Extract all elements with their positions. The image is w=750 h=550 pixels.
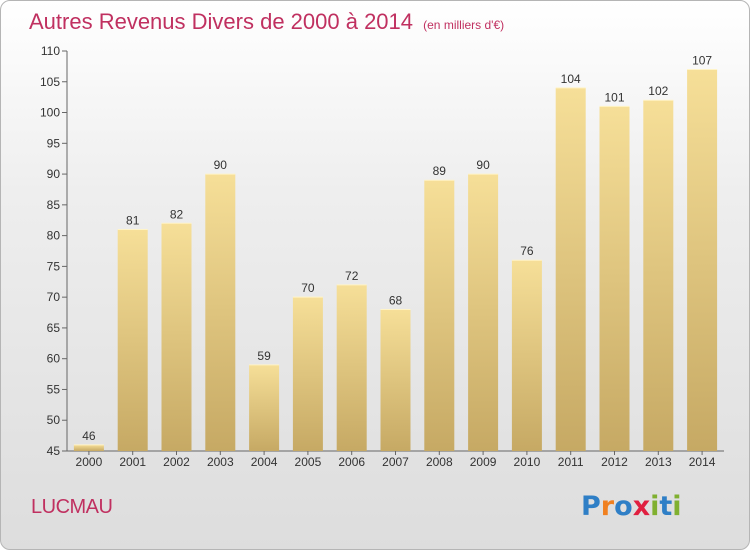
bar xyxy=(292,297,323,451)
bar xyxy=(599,106,630,451)
chart-title: Autres Revenus Divers de 2000 à 2014 (en… xyxy=(29,9,504,35)
y-axis-tick-label: 70 xyxy=(47,290,61,304)
bar xyxy=(511,260,542,451)
commune-name: LUCMAU xyxy=(31,496,113,518)
bar-value-label: 89 xyxy=(433,164,447,178)
x-axis-tick-label: 2002 xyxy=(163,455,190,469)
x-axis-tick-label: 2004 xyxy=(251,455,278,469)
bar-value-label: 46 xyxy=(82,429,96,443)
proxiti-logo[interactable]: Proxiti xyxy=(581,491,682,522)
x-axis-tick-label: 2010 xyxy=(514,455,541,469)
bar-value-label: 70 xyxy=(301,281,315,295)
x-axis-tick-label: 2013 xyxy=(645,455,672,469)
logo-letter: P xyxy=(581,491,601,522)
y-axis-tick-label: 60 xyxy=(47,352,61,366)
bar xyxy=(117,229,148,451)
bar-value-label: 90 xyxy=(476,158,490,172)
y-axis-tick-label: 105 xyxy=(40,75,60,89)
bar-value-label: 90 xyxy=(214,158,228,172)
bar-value-label: 101 xyxy=(604,90,624,104)
x-axis-tick-label: 2014 xyxy=(689,455,716,469)
x-axis-tick-label: 2001 xyxy=(119,455,146,469)
bar-value-label: 76 xyxy=(520,244,534,258)
x-axis-tick-label: 2008 xyxy=(426,455,453,469)
bar-value-label: 82 xyxy=(170,207,184,221)
bar xyxy=(424,180,455,451)
logo-letter: x xyxy=(632,491,651,522)
bar xyxy=(73,444,104,451)
bar xyxy=(205,174,236,452)
x-axis-tick-label: 2009 xyxy=(470,455,497,469)
bar-value-label: 72 xyxy=(345,269,359,283)
y-axis-tick-label: 55 xyxy=(47,382,61,396)
x-axis-tick-label: 2012 xyxy=(601,455,628,469)
x-axis-tick-label: 2011 xyxy=(558,455,584,469)
x-axis-tick-label: 2003 xyxy=(207,455,234,469)
x-axis-tick-label: 2005 xyxy=(295,455,322,469)
x-axis-tick-label: 2006 xyxy=(338,455,365,469)
bar xyxy=(249,364,280,451)
y-axis-tick-label: 100 xyxy=(40,106,60,120)
bar-value-label: 107 xyxy=(692,53,712,67)
bar xyxy=(468,174,499,452)
logo-letter: i xyxy=(672,491,682,522)
y-axis-tick-label: 75 xyxy=(47,259,61,273)
y-axis-tick-label: 85 xyxy=(47,198,61,212)
bar-value-label: 68 xyxy=(389,293,403,307)
y-axis-tick-label: 95 xyxy=(47,136,61,150)
y-axis-tick-label: 50 xyxy=(47,413,61,427)
chart-title-text: Autres Revenus Divers de 2000 à 2014 xyxy=(29,9,414,34)
bar xyxy=(336,284,367,451)
y-axis-tick-label: 65 xyxy=(47,321,61,335)
x-axis-tick-label: 2007 xyxy=(382,455,409,469)
logo-letter: r xyxy=(600,491,615,522)
bar-value-label: 102 xyxy=(648,84,668,98)
bar-value-label: 81 xyxy=(126,213,140,227)
bar xyxy=(161,223,192,451)
y-axis-tick-label: 45 xyxy=(47,444,61,458)
logo-letter: o xyxy=(614,491,633,522)
bar xyxy=(380,309,411,451)
y-axis-tick-label: 80 xyxy=(47,229,61,243)
x-axis-tick-label: 2000 xyxy=(76,455,103,469)
bar xyxy=(687,69,718,451)
y-axis-tick-label: 110 xyxy=(41,44,60,58)
logo-letter: i xyxy=(650,491,660,522)
bar-value-label: 59 xyxy=(257,349,271,363)
bar xyxy=(555,87,586,451)
logo-letter: t xyxy=(659,491,673,522)
bar-value-label: 104 xyxy=(561,72,581,86)
bar xyxy=(643,100,674,451)
chart-subtitle: (en milliers d'€) xyxy=(423,18,505,32)
y-axis-tick-label: 90 xyxy=(47,167,61,181)
